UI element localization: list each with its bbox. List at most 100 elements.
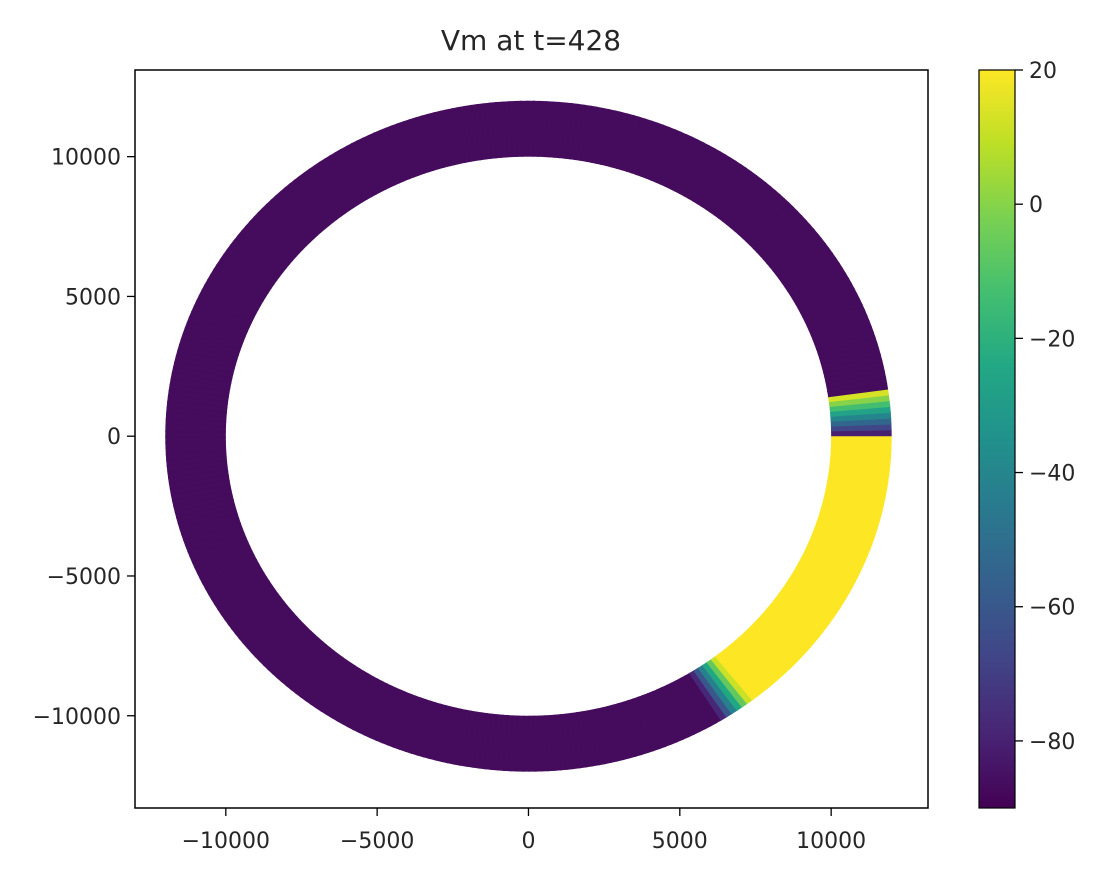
ring-cell [819, 507, 880, 529]
ring-cell [640, 124, 671, 179]
ring-cell [579, 105, 598, 162]
ring-cell [193, 299, 252, 329]
ring-cell [361, 134, 396, 188]
ring-cell [210, 571, 268, 606]
ring-cell [290, 647, 336, 695]
ring-cell [610, 113, 635, 169]
ring-cell [683, 147, 721, 200]
ring-cell [584, 106, 604, 163]
colorbar: 20 0 −20 −40 −60 −80 [978, 59, 1075, 809]
ring-cell [828, 463, 890, 478]
ring-cell [384, 125, 416, 180]
ring-cell [773, 595, 828, 634]
ring-cell [684, 672, 723, 724]
ring-cell [167, 395, 229, 409]
ring-cell [727, 642, 773, 690]
ring-cell [770, 599, 824, 639]
ring-cell [329, 151, 369, 203]
plot-frame [134, 69, 929, 809]
ring-cell [334, 148, 373, 200]
ring-cell [717, 174, 762, 223]
ring-cell [176, 503, 237, 525]
ring-cell [318, 158, 360, 209]
ring-cell [177, 343, 238, 366]
ring-cell [285, 643, 332, 691]
colorbar-tick-label: 20 [1029, 59, 1057, 84]
ring-cell [167, 389, 229, 404]
ring-cell [168, 383, 230, 399]
ring-cell [396, 120, 425, 176]
ring-cell [341, 675, 379, 728]
ring-cell [526, 100, 535, 157]
ring-cell [170, 372, 232, 390]
ring-cell [714, 652, 759, 701]
y-axis-ticks: 10000 5000 0 −5000 −10000 [33, 146, 135, 730]
ring-cell [823, 359, 884, 379]
colorbar-tick-label: −80 [1029, 730, 1075, 755]
ring-cell [303, 168, 347, 217]
ring-cell [769, 232, 823, 272]
ring-cell [226, 243, 281, 282]
ring-cell [723, 646, 769, 694]
ring-cell [219, 253, 275, 290]
ring-cell [199, 554, 258, 585]
ring-cell [760, 610, 812, 652]
ring-cell [271, 633, 320, 679]
colorbar-tick-label: −40 [1029, 462, 1075, 487]
ring-cell [188, 310, 248, 338]
ring-cell [820, 347, 881, 369]
ring-cell [451, 106, 471, 164]
ring-cell [323, 154, 364, 206]
ring-cell [622, 700, 649, 756]
ring-cell [746, 625, 796, 670]
ring-cell [309, 659, 352, 709]
ring-cell [825, 483, 887, 501]
ring-cell [697, 664, 739, 715]
ring-cell [595, 108, 617, 165]
ring-cell [670, 679, 707, 733]
ring-cell [818, 342, 880, 364]
ring-cell [171, 489, 233, 508]
ring-cell [216, 258, 272, 294]
ring-cell [822, 497, 883, 518]
ring-cell [295, 650, 340, 698]
ring-cell [800, 553, 859, 584]
ring-cell [254, 619, 305, 662]
ring-cell [284, 183, 330, 230]
ring-cell [806, 303, 866, 332]
ring-cell [181, 517, 242, 542]
ring-cell [731, 639, 778, 686]
ring-cell [194, 545, 253, 575]
ring-cell [410, 700, 437, 756]
ring-cell [191, 540, 251, 569]
ring-cell [810, 314, 870, 341]
ring-cell [299, 653, 344, 702]
ring-cell [463, 104, 482, 162]
ring-cell [772, 237, 826, 276]
ring-cell [432, 110, 456, 167]
ring-cell [812, 319, 872, 346]
ring-cell [741, 197, 790, 243]
ring-cell [817, 336, 878, 360]
ring-cell [330, 670, 370, 722]
ring-cell [742, 629, 792, 674]
ring-cell [669, 139, 705, 192]
ring-cell [339, 145, 378, 198]
ring-cell [823, 492, 885, 512]
ring-cell [404, 698, 432, 754]
ring-cell [241, 225, 294, 266]
ring-cell [345, 142, 382, 195]
ring-cell [645, 126, 677, 181]
ring-cell [204, 278, 262, 311]
ring-cell [589, 107, 611, 164]
ring-cell [816, 516, 877, 540]
ring-cell [380, 691, 412, 746]
ring-cell [829, 459, 891, 472]
y-tick-label: 10000 [51, 146, 121, 171]
ring-cell [795, 561, 853, 594]
ring-cell [267, 630, 316, 675]
ring-cell [490, 714, 504, 771]
ring-cell [641, 692, 673, 748]
ring-cell [775, 242, 830, 280]
ring-cell [753, 618, 804, 661]
